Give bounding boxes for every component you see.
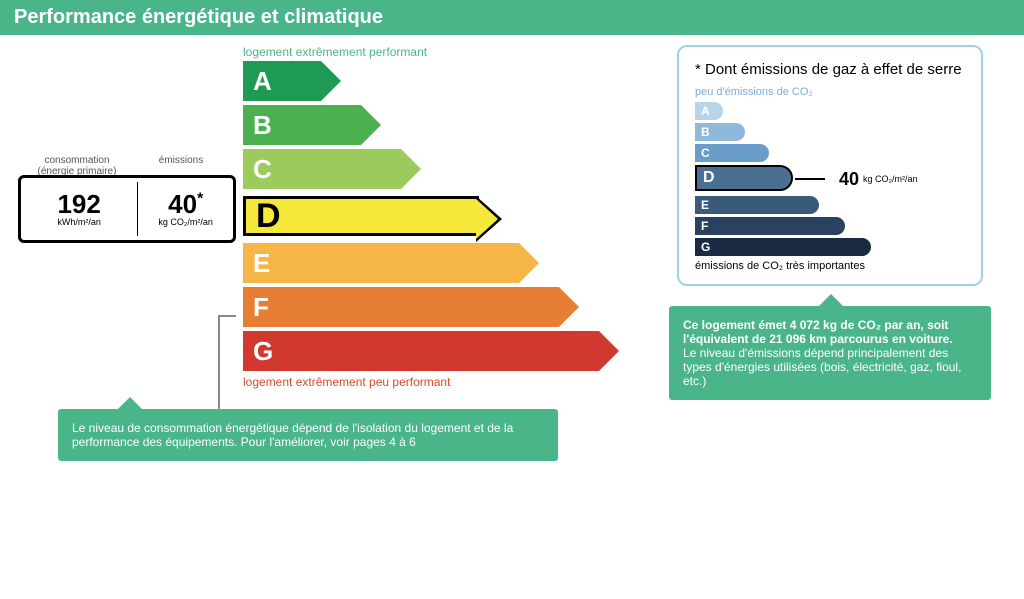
ges-grade-A: A [695,102,723,120]
ges-grade-G: G [695,238,871,256]
ges-callout: Ce logement émet 4 072 kg de CO₂ par an,… [669,306,991,400]
ges-grade-B: B [695,123,745,141]
ges-grade-C: C [695,144,769,162]
dpe-grade-A: A [243,61,321,101]
box-headers: consommation(énergie primaire) émissions [18,155,226,177]
ges-grade-F: F [695,217,845,235]
ges-grade-D: D [695,165,793,191]
ges-grade-E: E [695,196,819,214]
ges-title: * Dont émissions de gaz à effet de serre [695,61,965,78]
dpe-top-label: logement extrêmement performant [243,45,634,59]
dpe-grade-C: C [243,149,401,189]
dpe-grade-G: G [243,331,599,371]
energy-callout: Le niveau de consommation énergétique dé… [58,409,558,461]
dpe-grade-E: E [243,243,519,283]
dpe-energy-diagram: logement extrêmement performant ABCDEFG … [18,45,634,461]
page-title: Performance énergétique et climatique [0,0,1024,35]
ges-top-label: peu d'émissions de CO₂ [695,86,965,98]
dpe-grade-D: D [243,196,479,236]
emissions-value: 40* [148,191,223,217]
consumption-value: 192 [31,191,127,217]
ges-panel: * Dont émissions de gaz à effet de serre… [677,45,983,286]
dpe-grade-B: B [243,105,361,145]
dpe-bottom-label: logement extrêmement peu performant [243,375,634,389]
ges-bottom-label: émissions de CO₂ très importantes [695,260,965,272]
dpe-value-box: 192 kWh/m²/an 40* kg CO₂/m²/an [18,175,236,243]
dpe-grade-F: F [243,287,559,327]
